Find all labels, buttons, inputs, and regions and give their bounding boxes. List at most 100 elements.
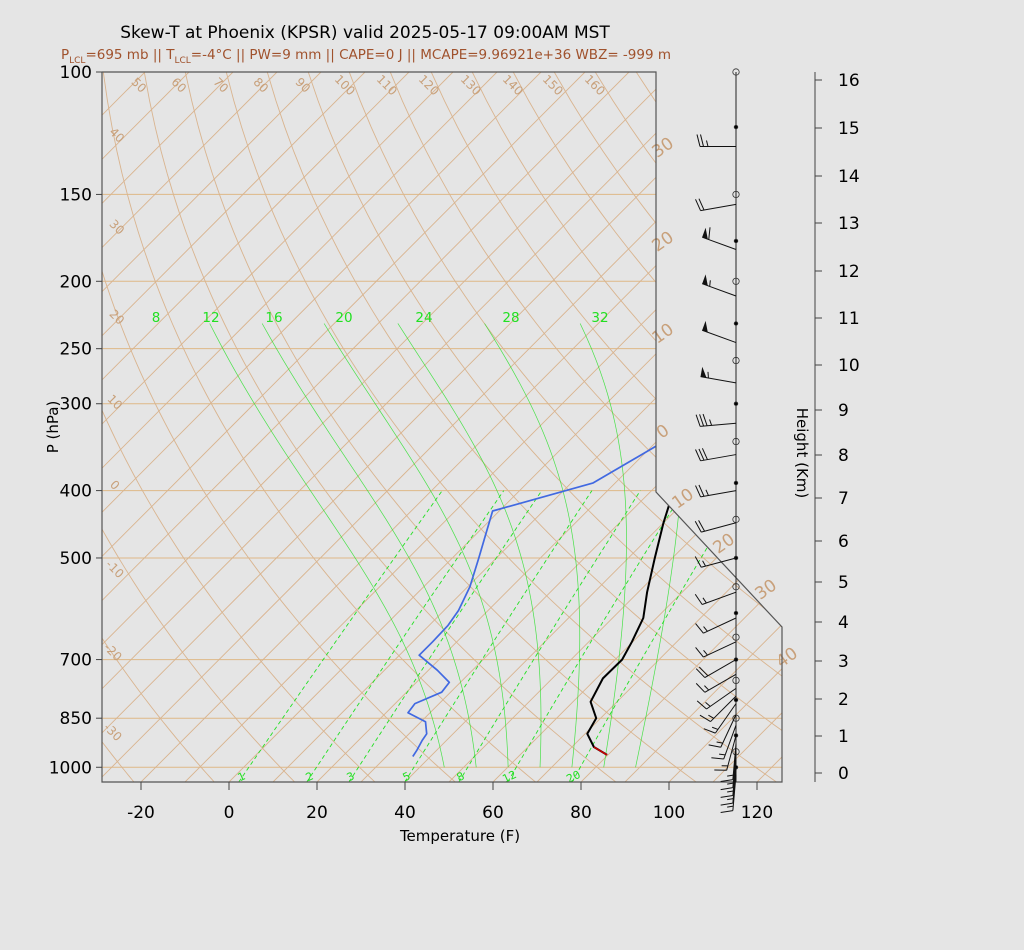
wind-level-marker (732, 277, 740, 285)
x-tick-label: 40 (394, 803, 416, 823)
mixing-ratio-line (306, 490, 505, 782)
moist-adiabat-line (209, 323, 445, 768)
isotherm-label: 120 (416, 72, 442, 98)
y-axis-ticks: 100 150 200 250 300 400 500 700 850 1000 (49, 63, 102, 778)
moist-adiabat-line (397, 323, 542, 768)
isotherm-line (977, 72, 1024, 782)
y-tick-label: 100 (60, 63, 92, 83)
dry-adiabat-line (102, 72, 536, 782)
wind-level-marker (733, 610, 739, 616)
wind-barb (695, 659, 737, 679)
y-tick-label: 200 (60, 272, 92, 292)
isotherm-line (492, 491, 782, 782)
isotherm-line (624, 623, 782, 782)
wind-level-marker (733, 401, 739, 406)
y-tick-label: 150 (60, 185, 92, 205)
height-tick-label: 7 (838, 489, 849, 509)
y-tick-label: 850 (60, 709, 92, 729)
dry-adiabat-line (266, 72, 782, 732)
height-tick-label: 15 (838, 119, 860, 139)
isotherm-line (102, 72, 454, 425)
isotherm-line (102, 72, 630, 602)
isotherm-label: 80 (250, 75, 271, 96)
height-axis-label: Height (Km) (793, 408, 811, 499)
wind-barb (703, 703, 737, 734)
mixing-ratio-top-label: 16 (265, 310, 282, 326)
moist-adiabat-lines (209, 323, 684, 768)
y-tick-label: 1000 (49, 758, 92, 778)
dry-adiabat-line (800, 72, 1024, 782)
mixing-ratio-top-label: 24 (415, 310, 432, 326)
isotherm-label: 40 (106, 125, 127, 146)
isobar-lines (102, 72, 782, 768)
mixing-ratio-top-label: 28 (502, 310, 519, 326)
dry-adiabat-line (553, 72, 782, 362)
height-tick-label: 10 (838, 356, 860, 376)
wind-barb (708, 714, 737, 748)
isotherm-label: 60 (168, 75, 189, 96)
wind-level-marker (733, 238, 739, 244)
height-tick-label: 11 (838, 309, 860, 329)
mixing-ratio-bottom-label: 20 (564, 768, 582, 786)
isotherm-label: -10 (103, 557, 127, 581)
isotherm-label: 100 (332, 72, 358, 98)
wind-level-marker (732, 356, 740, 365)
mixing-ratio-bottom-label: 5 (401, 769, 413, 784)
height-tick-label: 9 (838, 401, 849, 421)
isotherm-line (102, 72, 586, 558)
dry-adiabat-line (102, 409, 376, 782)
isotherm-label: 20 (106, 307, 127, 328)
wind-barb (695, 617, 737, 634)
mixing-ratio-line (507, 490, 685, 782)
dry-adiabat-line (143, 72, 617, 782)
isotherm-lines (102, 72, 1024, 782)
mixing-ratio-bottom-label: 8 (455, 769, 467, 784)
height-tick-label: 6 (838, 532, 849, 552)
height-tick-label: 4 (838, 613, 849, 633)
wind-level-marker (732, 583, 740, 591)
wind-level-marker (732, 437, 740, 446)
mixing-ratio-top-label: 20 (335, 310, 352, 326)
mixing-ratio-line (458, 490, 641, 782)
y-tick-label: 300 (60, 395, 92, 415)
x-tick-label: 0 (224, 803, 235, 823)
wind-barb (694, 556, 737, 568)
dry-adiabat-line (307, 72, 782, 677)
dry-adiabat-line (102, 528, 295, 782)
x-axis-label: Temperature (F) (399, 827, 520, 845)
height-tick-label: 16 (838, 71, 860, 91)
wind-barb (696, 134, 736, 148)
moist-adiabat-line (323, 323, 509, 768)
isotherm-line (102, 72, 234, 205)
mixing-ratio-line (348, 490, 543, 782)
wind-level-marker (732, 515, 740, 523)
dry-adiabat-line (841, 72, 1024, 782)
mixing-ratio-line (571, 490, 742, 782)
y-tick-label: 500 (60, 549, 92, 569)
isotherm-line (845, 72, 1024, 782)
isotherm-line (184, 182, 782, 782)
dry-adiabat-line (389, 72, 782, 570)
wind-level-marker (733, 321, 739, 326)
height-tick-label: 0 (838, 764, 849, 784)
height-tick-label: 1 (838, 727, 849, 747)
wind-barb (695, 198, 737, 212)
parcel-profile-line (593, 746, 608, 756)
wind-barb (714, 735, 737, 771)
moist-adiabat-line (579, 323, 627, 768)
isotherm-label: 110 (374, 72, 400, 98)
x-tick-label: 100 (653, 803, 685, 823)
height-tick-label: 12 (838, 262, 860, 282)
wind-barb (702, 227, 737, 250)
wind-barb (720, 774, 737, 814)
wind-level-marker (733, 124, 739, 130)
isotherm-label: 140 (500, 72, 526, 98)
wind-level-marker (732, 676, 740, 685)
isotherm-line (580, 579, 782, 782)
isotherm-label: 130 (458, 72, 484, 98)
isotherm-line (102, 72, 498, 469)
isotherm-line (889, 72, 1024, 782)
mixing-ratio-top-label: 32 (591, 310, 608, 326)
